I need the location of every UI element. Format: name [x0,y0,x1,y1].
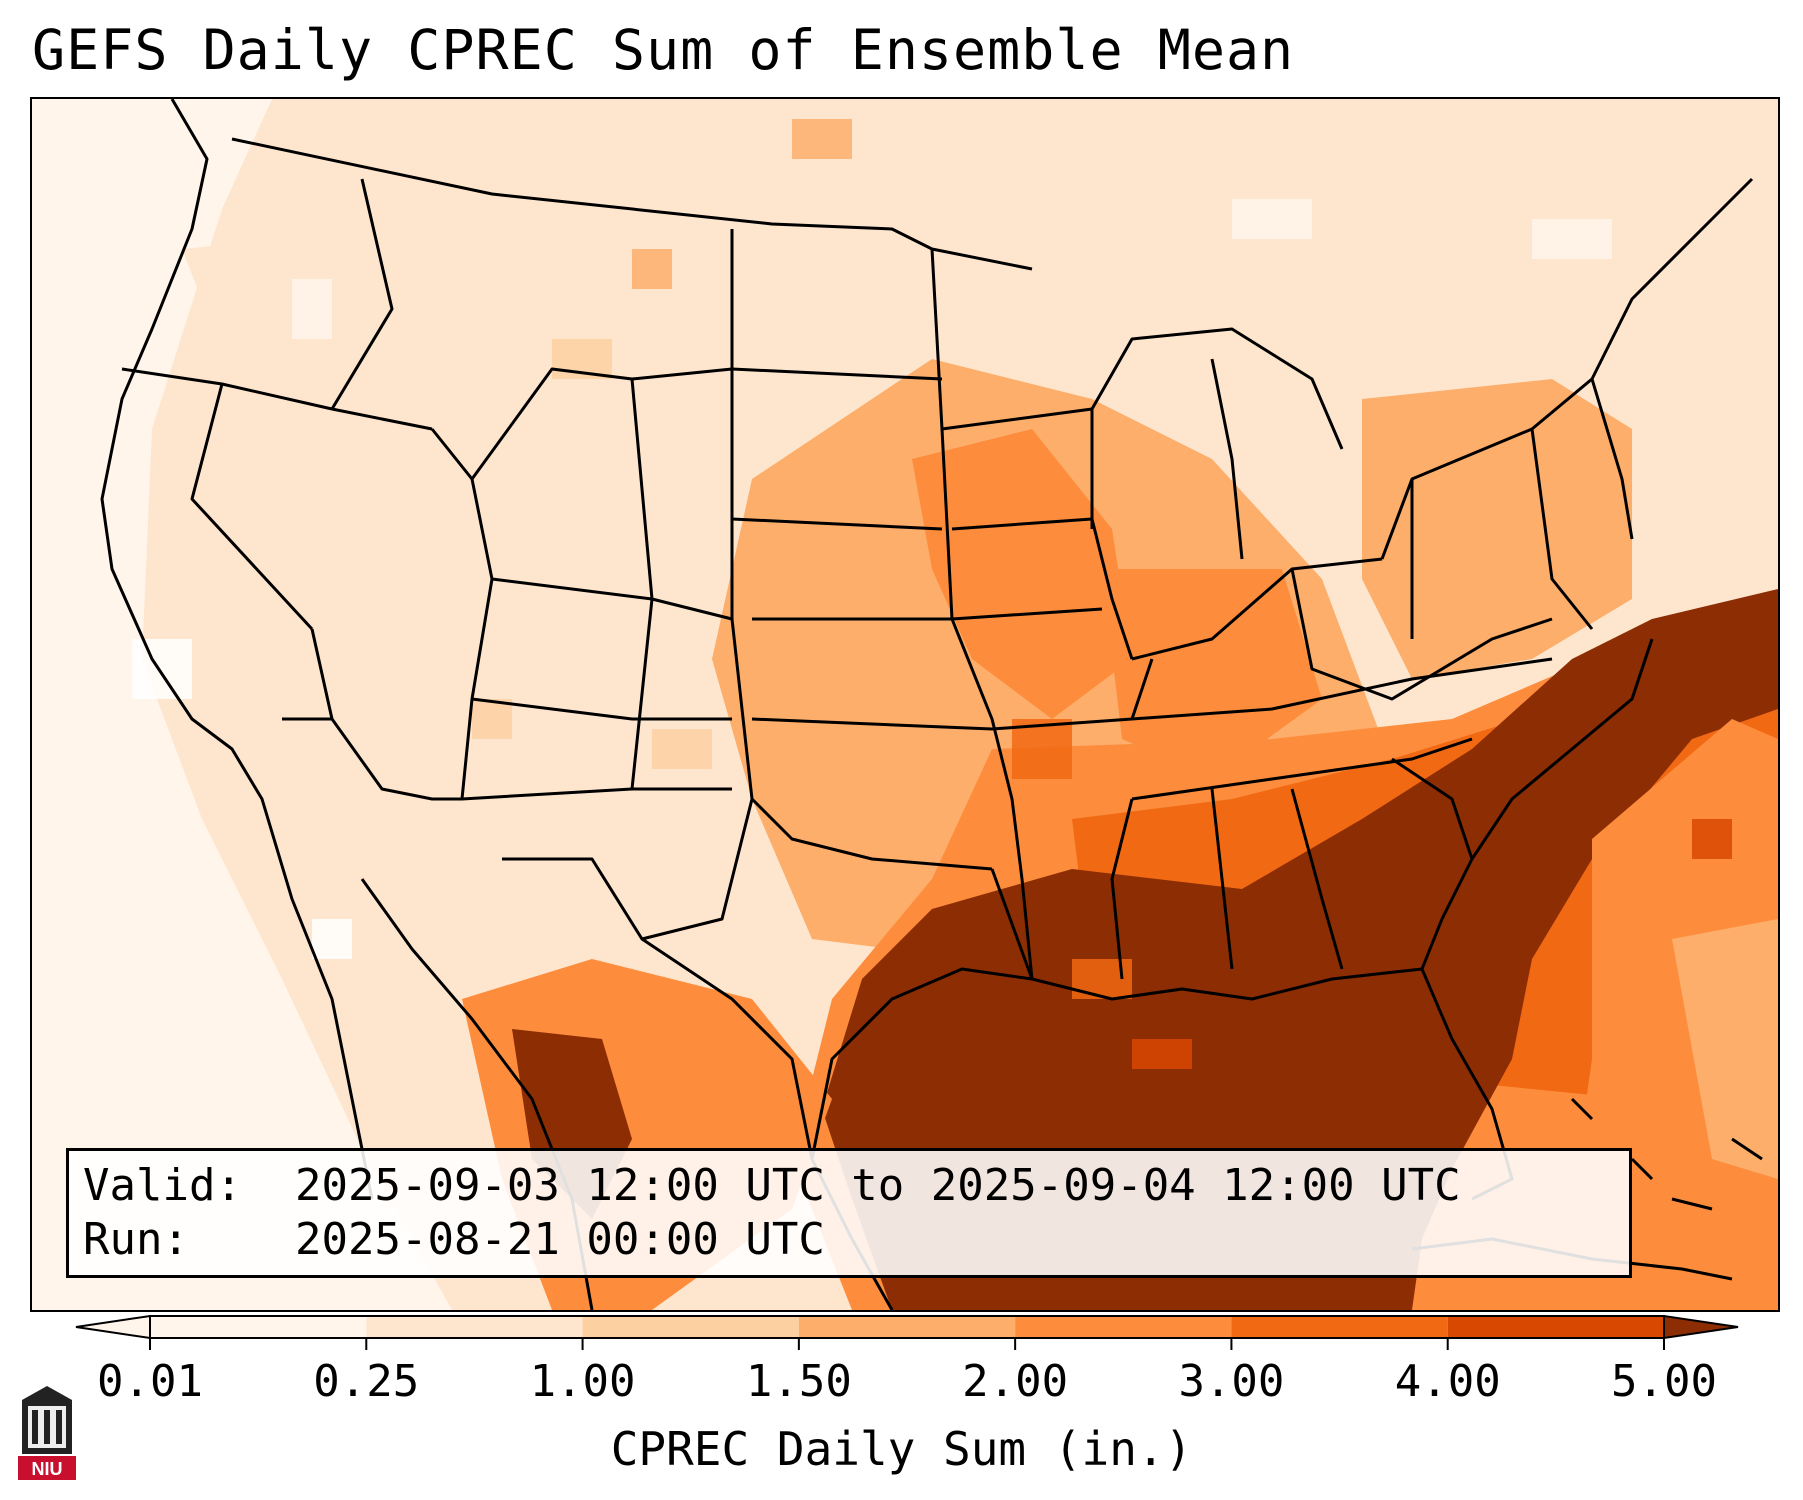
colorbar-extend-low [75,1314,151,1340]
colorbar-segment [582,1316,799,1338]
colorbar-segment [1447,1316,1664,1338]
colorbar-outline [149,1315,1665,1339]
precip-field-northeast [1362,379,1632,679]
colorbar-tick-label: 1.50 [746,1356,852,1407]
colorbar-tick-labels: 0.01 0.25 1.00 1.50 2.00 3.00 4.00 5.00 [97,1356,1717,1407]
state-boundaries [100,99,1763,1310]
colorbar-segment [1231,1316,1448,1338]
run-row: Run: 2025-08-21 00:00 UTC [83,1213,1629,1267]
precipitation-map [30,97,1780,1312]
precip-field-lowest [32,99,452,1310]
colorbar-tick-label: 4.00 [1395,1356,1501,1407]
colorbar: 0.01 0.25 1.00 1.50 2.00 3.00 4.00 5.00 [75,1314,1739,1407]
precip-field-west [182,219,752,919]
colorbar-tick-label: 0.01 [97,1356,203,1407]
valid-value: 2025-09-03 12:00 UTC to 2025-09-04 12:00… [295,1160,1461,1211]
colorbar-ticks [149,1338,1665,1350]
colorbar-segment [366,1316,583,1338]
valid-run-info-box: Valid: 2025-09-03 12:00 UTC to 2025-09-04… [66,1148,1632,1278]
colorbar-tick-label: 5.00 [1611,1356,1717,1407]
precip-field-atlantic-light [1672,919,1778,1179]
colorbar-tick-label: 0.25 [313,1356,419,1407]
precip-field-indiana [1102,569,1322,779]
colorbar-title: CPREC Daily Sum (in.) [610,1422,1193,1476]
colorbar-segment [798,1316,1016,1338]
map-title: GEFS Daily CPREC Sum of Ensemble Mean [32,18,1295,82]
precip-field-iowa [912,429,1132,719]
niu-logo-text: NIU [32,1459,63,1479]
colorbar-tick-label: 2.00 [962,1356,1068,1407]
valid-row: Valid: 2025-09-03 12:00 UTC to 2025-09-04… [83,1159,1629,1213]
colorbar-extend-high [1663,1314,1739,1340]
colorbar-segment [150,1316,367,1338]
precip-field-heavy-core [822,589,1778,1310]
run-label: Run: [83,1214,189,1265]
niu-logo: NIU [18,1386,76,1480]
colorbar-segments [75,1314,1739,1340]
colorbar-segment [1015,1316,1232,1338]
colorbar-tick-label: 1.00 [530,1356,636,1407]
precip-field-patches [132,119,1732,1069]
run-value: 2025-08-21 00:00 UTC [295,1214,825,1265]
colorbar-tick-label: 3.00 [1178,1356,1284,1407]
valid-label: Valid: [83,1160,242,1211]
